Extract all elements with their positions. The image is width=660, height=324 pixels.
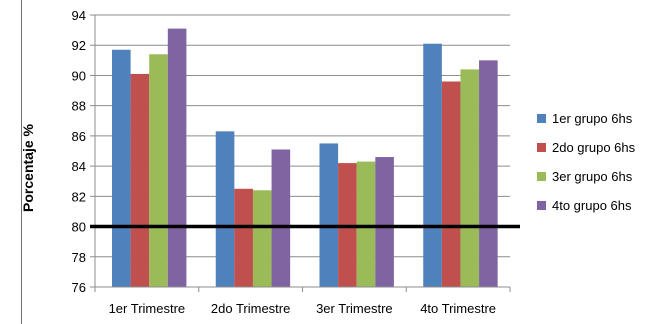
y-tick-label: 84 bbox=[72, 159, 86, 174]
left-border-line bbox=[21, 0, 22, 324]
y-tick-label: 76 bbox=[72, 280, 86, 295]
bar-3-4 bbox=[460, 69, 480, 288]
bar-4-2 bbox=[271, 149, 291, 287]
bar-3-3 bbox=[356, 161, 376, 287]
x-tick-label: 3er Trimestre bbox=[316, 301, 393, 316]
legend-swatch bbox=[537, 143, 546, 152]
x-tick-label: 4to Trimestre bbox=[420, 301, 496, 316]
x-tick-label: 2do Trimestre bbox=[211, 301, 290, 316]
bar-2-2 bbox=[234, 188, 253, 287]
y-tick-label: 94 bbox=[72, 8, 86, 23]
y-tick-label: 88 bbox=[72, 99, 86, 114]
bar-3-1 bbox=[149, 54, 168, 288]
bar-4-4 bbox=[479, 60, 498, 288]
bar-4-3 bbox=[375, 157, 394, 287]
bar-2-1 bbox=[130, 73, 150, 287]
legend-label: 2do grupo 6hs bbox=[552, 140, 636, 155]
bar-1-3 bbox=[319, 143, 339, 287]
y-tick-label: 90 bbox=[72, 68, 86, 83]
legend-swatch bbox=[537, 201, 546, 210]
y-tick-label: 86 bbox=[72, 129, 86, 144]
legend-label: 1er grupo 6hs bbox=[552, 111, 633, 126]
legend-label: 3er grupo 6hs bbox=[552, 169, 633, 184]
bar-1-1 bbox=[112, 49, 131, 287]
bar-3-2 bbox=[252, 190, 272, 287]
y-tick-label: 80 bbox=[72, 220, 86, 235]
legend-swatch bbox=[537, 172, 546, 181]
x-tick-label: 1er Trimestre bbox=[109, 301, 186, 316]
y-tick-label: 82 bbox=[72, 189, 86, 204]
legend-label: 4to grupo 6hs bbox=[552, 198, 632, 213]
bar-2-4 bbox=[441, 81, 461, 287]
bar-4-1 bbox=[167, 28, 187, 287]
y-tick-label: 78 bbox=[72, 250, 86, 265]
legend-swatch bbox=[537, 114, 546, 123]
y-tick-label: 92 bbox=[72, 38, 86, 53]
bar-1-4 bbox=[423, 43, 442, 287]
bar-1-2 bbox=[215, 131, 235, 287]
